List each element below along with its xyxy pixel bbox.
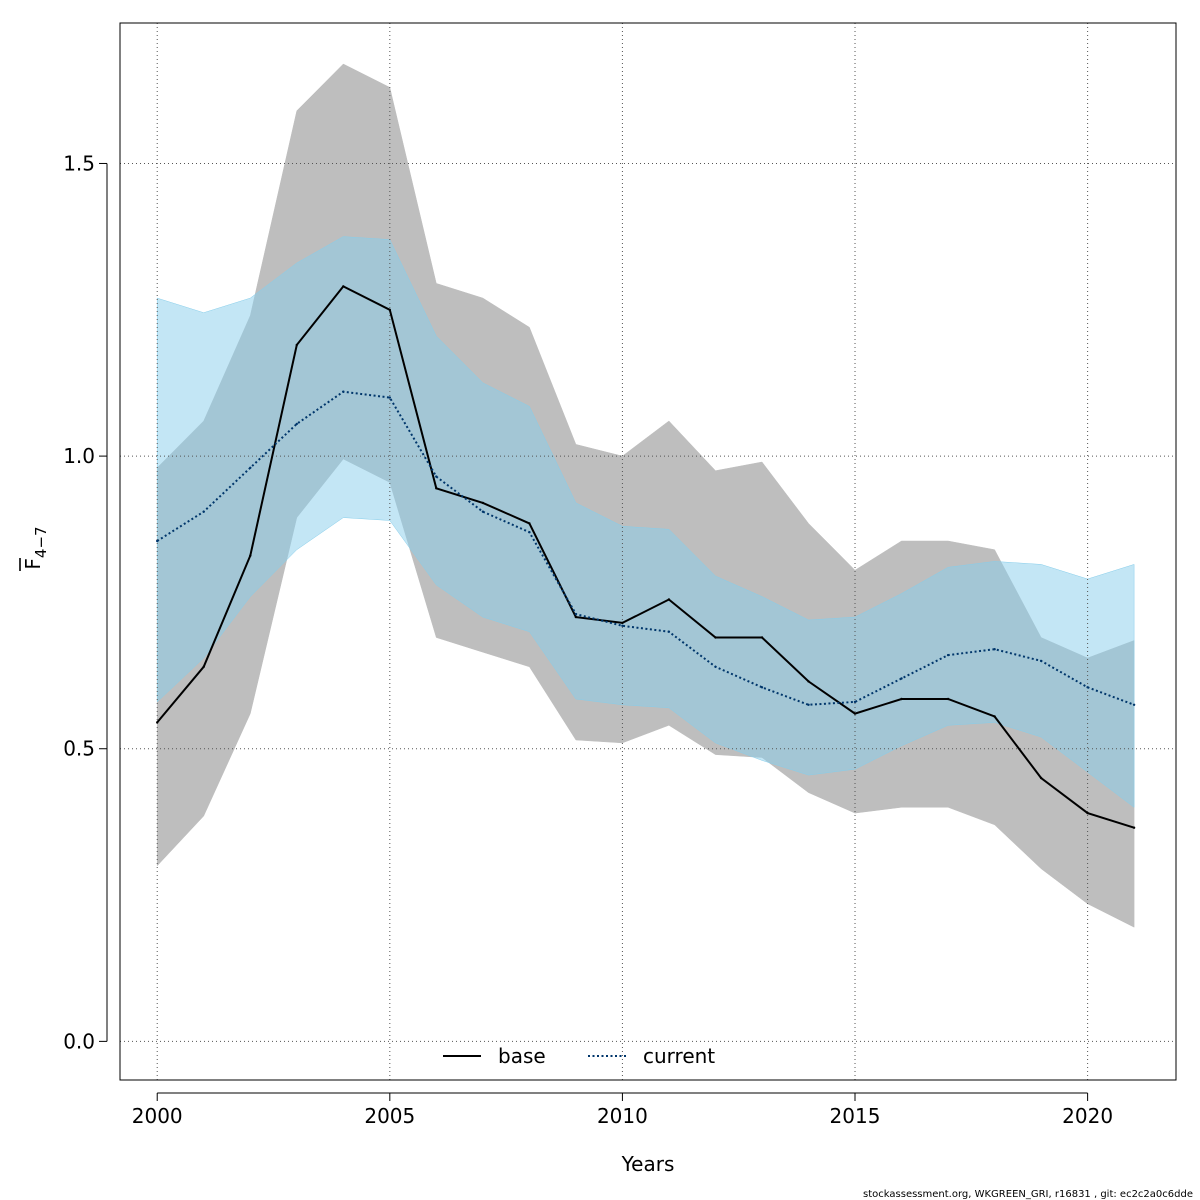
data-point-base xyxy=(946,697,950,701)
data-point-base xyxy=(156,721,159,724)
data-point-base xyxy=(993,715,996,718)
x-tick-label: 2000 xyxy=(132,1104,183,1128)
data-point-base xyxy=(807,680,810,683)
data-point-base xyxy=(249,554,252,557)
data-point-current xyxy=(481,510,485,513)
y-tick-label: 0.5 xyxy=(63,737,95,761)
legend-label-base: base xyxy=(498,1044,546,1068)
data-point-base xyxy=(435,487,438,490)
legend-label-current: current xyxy=(643,1044,715,1068)
confidence-bands xyxy=(156,63,1135,928)
series-line-base xyxy=(156,285,1135,829)
x-tick-label: 2010 xyxy=(597,1104,648,1128)
y-axis-label-subscript: 4−7 xyxy=(32,526,50,558)
data-point-current xyxy=(667,630,671,633)
data-point-base xyxy=(900,697,903,701)
data-point-current xyxy=(249,466,252,469)
data-point-base xyxy=(714,636,717,639)
svg-text:F4−7: F4−7 xyxy=(21,526,50,569)
y-axis: 0.0 0.5 1.0 1.5 xyxy=(63,151,108,1053)
data-point-current xyxy=(760,686,764,689)
x-axis-label: Years xyxy=(621,1152,675,1176)
data-point-current xyxy=(946,653,950,657)
data-point-base xyxy=(481,501,485,505)
y-tick-label: 1.0 xyxy=(63,444,95,468)
y-tick-label: 1.5 xyxy=(63,151,95,175)
data-point-current xyxy=(993,648,996,651)
data-point-base xyxy=(295,343,298,347)
x-tick-label: 2015 xyxy=(830,1104,881,1128)
legend: base current xyxy=(443,1044,715,1068)
data-point-current xyxy=(156,539,159,543)
data-point-base xyxy=(621,621,624,625)
data-point-current xyxy=(807,703,810,706)
series-line-current xyxy=(156,390,1135,706)
data-point-current xyxy=(295,422,298,426)
data-point-current xyxy=(1039,659,1043,663)
data-point-current xyxy=(621,624,624,627)
data-point-base xyxy=(342,285,345,288)
data-point-base xyxy=(1086,811,1089,815)
x-axis: 2000 2005 2010 2015 2020 xyxy=(132,1092,1113,1128)
data-point-base xyxy=(853,712,857,715)
x-tick-label: 2005 xyxy=(364,1104,415,1128)
y-axis-label: F4−7 xyxy=(19,526,50,571)
data-point-current xyxy=(528,531,531,534)
data-point-base xyxy=(202,665,205,668)
data-point-current xyxy=(574,612,578,616)
data-point-base xyxy=(667,598,671,601)
data-point-base xyxy=(1039,776,1043,780)
y-tick-label: 0.0 xyxy=(63,1029,95,1053)
plot-frame xyxy=(119,22,1177,1081)
series-lines xyxy=(156,285,1136,829)
y-axis-label-main: F xyxy=(21,558,45,570)
data-point-current xyxy=(202,510,205,513)
x-tick-label: 2020 xyxy=(1062,1104,1113,1128)
data-point-base xyxy=(760,636,764,639)
grid-lines xyxy=(120,23,1176,1080)
data-point-current xyxy=(1132,703,1136,706)
footer-credit: stockassessment.org, WKGREEN_GRI, r16831… xyxy=(863,1189,1193,1200)
data-point-current xyxy=(435,475,438,478)
data-point-base xyxy=(388,308,391,311)
data-point-base xyxy=(574,615,578,619)
data-point-base xyxy=(528,522,531,525)
data-point-current xyxy=(853,700,857,704)
data-point-current xyxy=(342,390,345,393)
data-point-base xyxy=(1132,826,1136,829)
confidence-band-current xyxy=(156,236,1135,808)
data-point-current xyxy=(388,396,391,399)
data-point-current xyxy=(900,677,903,680)
data-point-current xyxy=(714,665,717,668)
data-point-current xyxy=(1086,686,1089,689)
